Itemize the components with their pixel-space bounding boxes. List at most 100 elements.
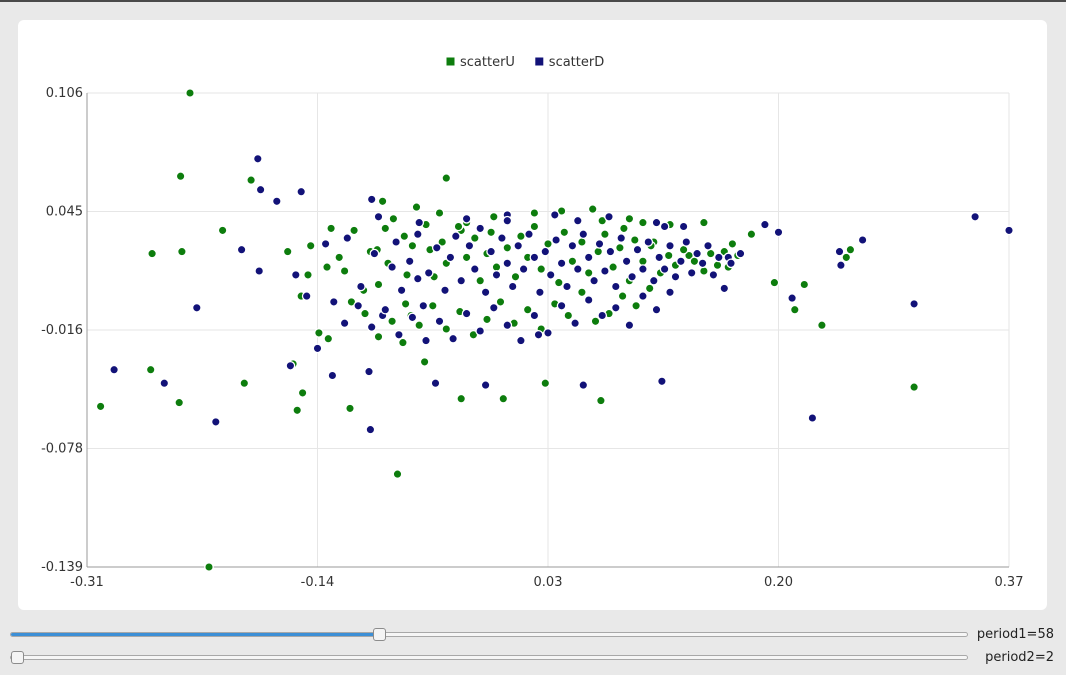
data-point	[631, 300, 641, 311]
data-point	[301, 291, 312, 301]
data-point	[239, 378, 250, 389]
data-point	[769, 277, 780, 288]
data-point	[654, 252, 665, 263]
data-point	[705, 248, 716, 259]
period1-slider-track[interactable]	[10, 628, 968, 641]
data-point	[624, 213, 635, 224]
data-point	[402, 270, 412, 280]
data-point	[365, 424, 376, 435]
data-point	[255, 184, 266, 195]
data-point	[719, 283, 730, 294]
data-point	[567, 256, 578, 267]
data-point	[529, 221, 540, 232]
y-tick-label: 0.045	[46, 205, 83, 220]
data-point	[594, 239, 605, 249]
data-point	[400, 299, 411, 309]
legend-swatch	[534, 56, 545, 67]
data-point	[322, 262, 332, 272]
data-point	[387, 262, 397, 272]
data-point	[502, 258, 513, 269]
data-point	[342, 233, 353, 243]
data-point	[608, 262, 618, 272]
data-point	[644, 283, 655, 294]
data-point	[593, 246, 604, 257]
x-tick-label: -0.31	[70, 575, 104, 590]
data-point	[285, 360, 296, 371]
legend-label: scatterU	[460, 55, 515, 70]
data-point	[271, 196, 282, 207]
data-point	[217, 225, 228, 236]
data-point	[600, 266, 610, 276]
data-point	[735, 248, 746, 259]
x-axis-tick-labels: -0.31 -0.14 0.03 0.20 0.37	[70, 575, 1023, 590]
data-point	[414, 217, 425, 228]
period2-slider-track[interactable]	[10, 651, 968, 664]
data-point	[388, 213, 399, 224]
data-point	[807, 413, 818, 423]
data-point	[529, 252, 540, 263]
data-point	[629, 235, 640, 245]
data-point	[610, 302, 621, 313]
data-point	[495, 297, 506, 307]
data-point	[373, 331, 384, 342]
data-point	[334, 252, 345, 263]
data-point	[556, 300, 567, 311]
data-point	[326, 223, 336, 234]
data-point	[551, 235, 561, 245]
data-point	[445, 252, 456, 263]
data-point	[480, 287, 491, 298]
data-point	[638, 256, 648, 267]
data-point	[510, 271, 521, 282]
data-point	[392, 469, 403, 479]
data-point	[282, 246, 293, 257]
data-point	[559, 227, 570, 238]
data-point	[440, 285, 450, 296]
data-point	[427, 300, 438, 311]
data-point	[475, 326, 486, 336]
period1-slider-handle[interactable]	[372, 628, 386, 641]
data-point	[529, 208, 540, 218]
data-point	[418, 300, 429, 311]
data-point	[204, 562, 214, 572]
data-point	[577, 237, 587, 247]
data-point	[488, 211, 499, 222]
data-point	[387, 316, 397, 327]
data-point	[524, 229, 534, 240]
legend-label: scatterD	[549, 55, 604, 70]
data-point	[109, 364, 119, 375]
data-point	[578, 380, 589, 390]
data-point	[421, 335, 431, 346]
period2-slider-handle[interactable]	[11, 651, 24, 664]
data-point	[590, 316, 601, 327]
data-point	[605, 246, 616, 257]
legend-swatch	[445, 56, 456, 67]
data-point	[773, 227, 784, 238]
data-point	[638, 291, 648, 301]
data-point	[502, 215, 513, 226]
data-point	[502, 320, 513, 331]
chart-panel: 0.106 0.045 -0.016 -0.078 -0.139 -0.31 -0.14 0…	[18, 20, 1047, 610]
data-point	[353, 300, 364, 311]
data-point	[604, 211, 614, 222]
data-point	[540, 378, 551, 389]
data-point	[411, 202, 422, 212]
data-point	[404, 256, 415, 267]
data-point	[398, 337, 408, 348]
data-point	[817, 320, 827, 331]
data-point	[617, 291, 628, 301]
data-point	[437, 237, 448, 247]
data-point	[497, 233, 507, 243]
x-tick-label: 0.37	[995, 575, 1024, 590]
data-point	[665, 240, 675, 251]
data-point	[663, 250, 674, 261]
data-point	[616, 233, 627, 243]
data-point	[456, 393, 467, 404]
period2-label: period2=2	[985, 650, 1054, 665]
data-point	[678, 221, 689, 232]
data-point	[145, 364, 156, 375]
data-point	[423, 268, 434, 278]
data-point	[360, 308, 370, 319]
data-point	[482, 314, 492, 325]
data-point	[681, 237, 692, 247]
data-point	[699, 217, 709, 228]
